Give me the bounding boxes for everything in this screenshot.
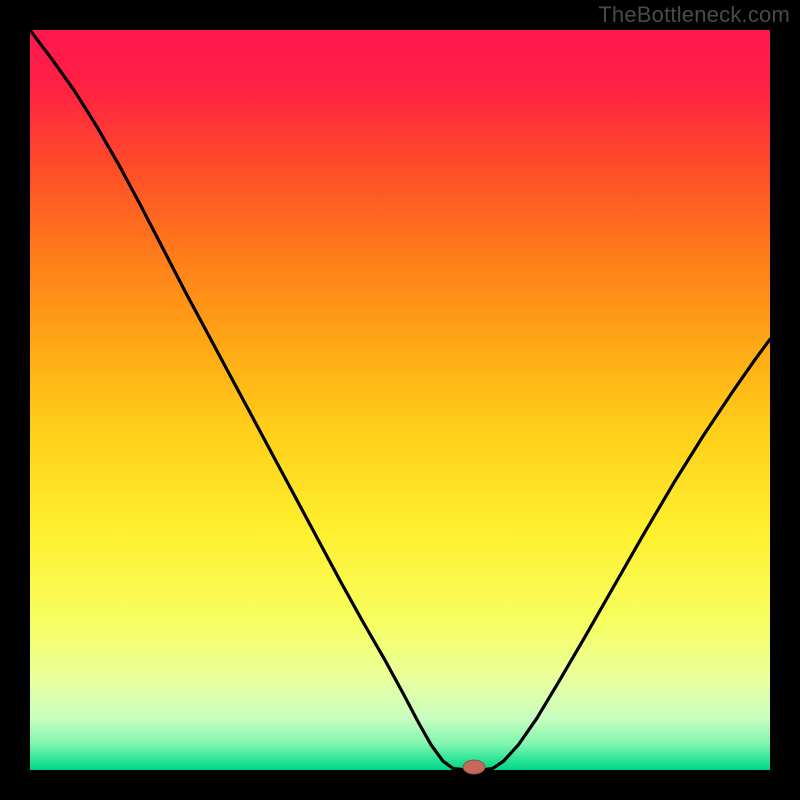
optimal-point-marker [463,760,485,774]
plot-background-gradient [30,30,770,770]
chart-stage: TheBottleneck.com [0,0,800,800]
watermark-text: TheBottleneck.com [598,2,790,28]
bottleneck-chart [0,0,800,800]
